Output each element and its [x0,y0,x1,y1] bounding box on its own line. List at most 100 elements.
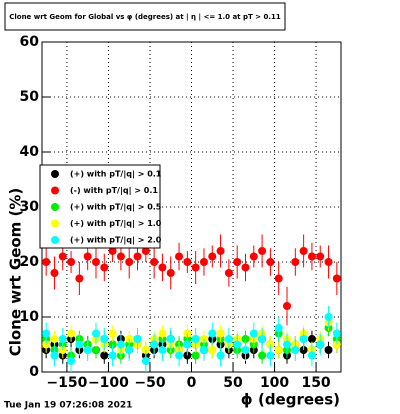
x-tick-label: 100 [260,375,289,391]
data-point [274,274,283,283]
data-point [100,263,109,272]
data-point [83,252,92,261]
data-point [67,329,76,338]
data-point [208,346,217,354]
data-point [208,329,217,338]
legend-label: (-) with pT/|q| > 0.1 [70,186,158,195]
legend-marker [51,236,59,244]
data-point [91,258,100,266]
data-point [141,357,150,365]
data-point [224,335,233,343]
y-tick-label: 40 [20,144,40,160]
data-point [150,340,159,349]
data-point [233,340,242,349]
data-point [224,269,233,277]
data-point [208,252,217,261]
y-tick-label: 10 [20,309,40,325]
data-point [249,252,258,261]
data-point [175,252,184,261]
data-point [83,346,92,354]
data-point [58,252,67,261]
data-point [191,335,200,343]
data-point [274,324,283,332]
data-point [299,335,308,343]
y-tick-label: 0 [29,364,39,380]
data-point [108,329,117,338]
data-point [241,346,250,354]
data-point [316,252,325,261]
data-point [116,252,125,261]
legend-label: (+) with pT/|q| > 2.0 [70,236,162,245]
data-point [50,351,59,360]
data-point [258,351,267,360]
data-point [332,329,341,338]
legend-label: (+) with pT/|q| > 0.5 [70,203,162,212]
data-point [91,346,100,354]
data-point [166,335,175,343]
data-point [307,335,316,343]
data-point [158,329,167,338]
data-point [50,269,59,277]
data-point [324,258,333,266]
data-point [258,247,267,255]
legend-box [39,164,161,249]
data-point [316,340,325,349]
data-point [291,346,300,354]
data-point [299,247,308,255]
data-point [324,346,333,354]
data-point [274,346,283,354]
data-point [249,329,258,338]
data-point [91,329,100,338]
data-point [67,357,76,365]
data-point [191,351,200,360]
y-tick-label: 60 [20,34,40,50]
legend-marker [51,203,59,211]
data-point [324,313,333,321]
data-point [133,335,142,343]
data-point [158,346,167,354]
data-point [258,335,267,343]
data-point [266,258,275,266]
data-point [233,258,242,266]
data-point [125,346,134,354]
timestamp: Tue Jan 19 07:26:08 2021 [4,401,132,411]
data-point [58,335,67,343]
data-point [216,329,225,338]
data-point [125,258,134,266]
data-point [175,351,184,360]
legend-label: (+) with pT/|q| > 0.1 [70,170,162,179]
y-axis-label: Clone wrt Geom (%) [7,188,25,357]
x-tick-label: −150 [46,375,87,391]
data-point [67,258,76,266]
legend-label: (+) with pT/|q| > 1.0 [70,219,162,228]
data-point [183,258,192,266]
data-point [108,247,117,255]
data-point [133,252,142,261]
data-point [75,340,84,349]
x-tick-label: −100 [88,375,129,391]
y-tick-label: 30 [20,199,40,215]
data-point [75,274,84,283]
data-point [100,351,109,360]
x-tick-label: 50 [223,375,243,391]
y-tick-label: 50 [20,89,40,105]
data-point [332,274,341,283]
data-point [216,247,225,255]
data-point [50,335,59,343]
y-tick-label: 20 [20,254,40,270]
data-point [307,351,316,360]
data-point [266,351,275,360]
data-point [216,351,225,360]
data-point [291,258,300,266]
data-point [283,340,292,349]
chart-title: Clone wrt Geom for Global vs φ (degrees)… [9,13,281,22]
data-point [166,269,175,277]
data-point [141,247,150,255]
data-point [241,263,250,272]
legend-marker [51,186,59,195]
data-point [183,340,192,349]
x-tick-label: 0 [187,375,197,391]
data-point [42,258,51,266]
data-point [191,263,200,272]
